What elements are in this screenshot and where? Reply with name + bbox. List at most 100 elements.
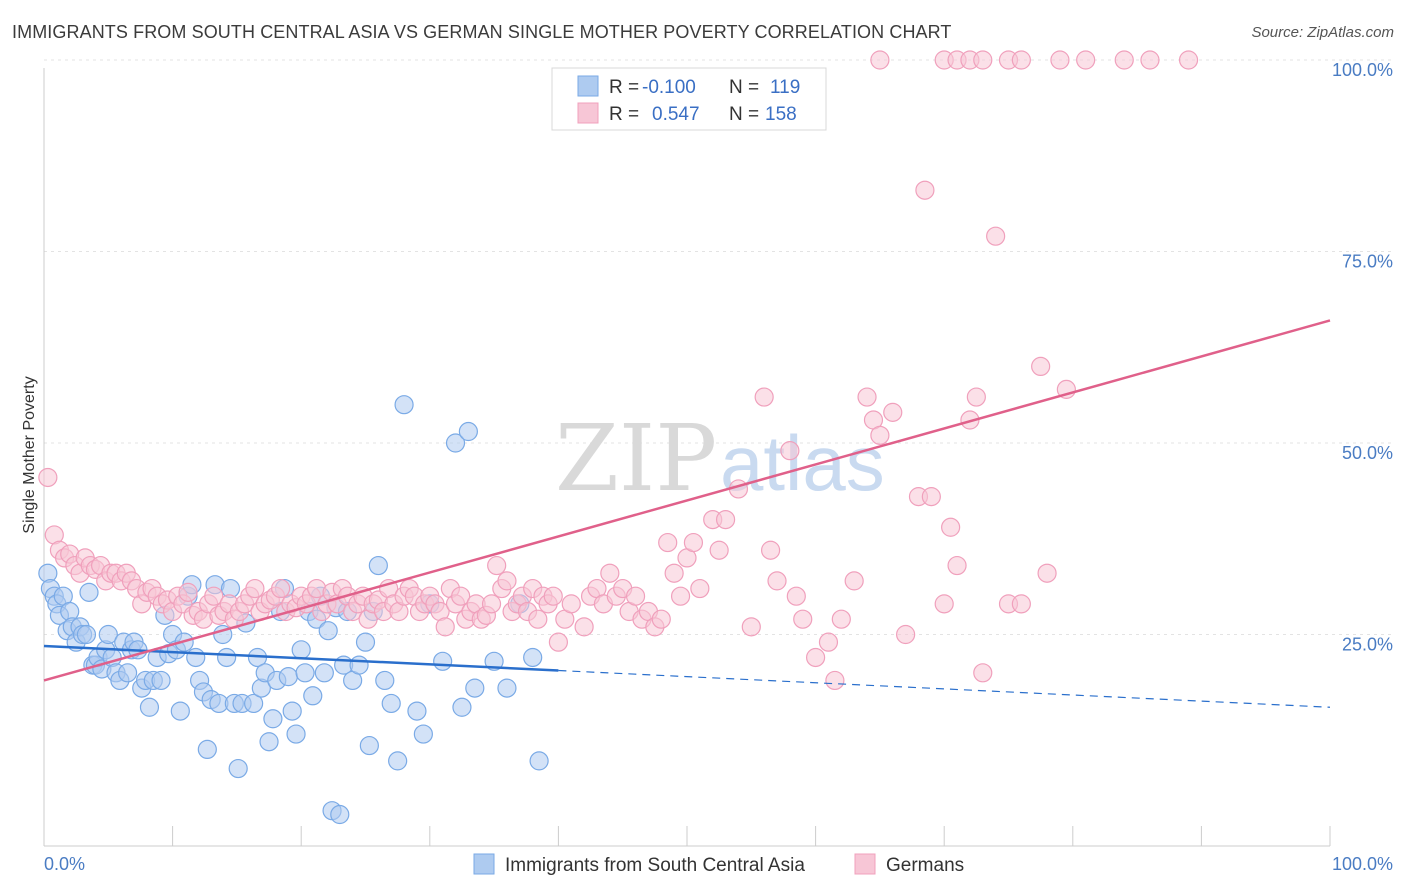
point-germans-114 [651,609,671,629]
legend-n-value-pink: 158 [765,104,797,125]
point-south-central-asia-83 [355,632,376,652]
legend-n-label-pink: N = [729,104,759,125]
point-germans-32 [204,586,224,606]
y-tick-label-1: 50.0% [1342,443,1393,463]
legend-r-value-blue: -0.100 [642,77,696,98]
point-south-central-asia-96 [452,697,472,717]
point-germans-144 [921,487,941,507]
point-germans-77 [435,617,455,637]
point-germans-154 [1031,356,1051,376]
watermark-atlas: atlas [720,419,885,507]
point-south-central-asia-89 [388,751,408,771]
trend-line-germans [43,319,1331,682]
legend-n-value-blue: 119 [770,77,800,98]
legend-swatch-blue [577,75,599,97]
point-south-central-asia-53 [228,758,248,779]
point-germans-80 [451,586,471,606]
point-germans-151 [986,226,1006,246]
point-germans-116 [664,563,684,583]
point-south-central-asia-68 [291,640,311,660]
trend-line-south-central-asia-extension [558,669,1331,708]
point-germans-126 [754,387,774,407]
point-germans-0 [38,467,58,488]
point-germans-98 [543,586,563,606]
point-germans-149 [966,387,986,407]
point-germans-87 [487,555,507,576]
point-germans-153 [1011,594,1031,614]
point-germans-163 [1011,50,1031,70]
point-south-central-asia-84 [359,735,379,756]
point-germans-136 [844,571,864,591]
point-germans-168 [1178,50,1199,70]
point-germans-122 [709,540,729,560]
point-germans-141 [896,624,916,645]
point-south-central-asia-75 [318,621,338,641]
y-tick-label-3: 100.0% [1332,60,1393,80]
point-south-central-asia-65 [278,667,298,687]
trend-lines [43,319,1331,708]
y-tick-label-0: 25.0% [1342,635,1393,655]
point-germans-135 [831,609,851,629]
point-germans-137 [857,387,877,407]
axes [43,68,1331,847]
point-south-central-asia-38 [170,701,190,721]
point-germans-102 [574,617,594,637]
legend-n-label-blue: N = [729,77,759,98]
bottom-legend-label-blue: Immigrants from South Central Asia [505,855,805,876]
legend-r-label-pink: R = [609,104,639,125]
point-germans-120 [690,578,710,599]
point-germans-150 [973,663,993,683]
point-germans-164 [1050,50,1070,70]
point-south-central-asia-88 [381,693,401,714]
trend-line-south-central-asia [43,644,559,672]
point-south-central-asia-50 [217,647,237,668]
watermark-zip: ZIP [555,405,717,512]
point-south-central-asia-61 [263,709,283,729]
point-south-central-asia-87 [375,670,395,691]
point-germans-101 [561,594,581,614]
point-germans-161 [973,50,993,70]
point-south-central-asia-100 [497,678,517,698]
point-germans-45 [271,578,291,599]
point-germans-27 [178,582,198,602]
point-germans-131 [793,609,813,629]
point-germans-127 [760,540,781,560]
point-south-central-asia-102 [523,647,543,668]
point-germans-139 [870,425,890,445]
point-south-central-asia-99 [484,651,504,671]
point-germans-155 [1037,563,1057,583]
point-south-central-asia-12 [76,624,97,645]
point-germans-99 [548,632,569,652]
point-south-central-asia-98 [465,678,485,698]
point-south-central-asia-66 [282,701,302,721]
point-south-central-asia-86 [368,555,388,576]
point-south-central-asia-45 [197,739,217,760]
point-germans-95 [528,609,548,629]
legend-r-value-pink: 0.547 [652,104,700,125]
point-south-central-asia-24 [117,663,138,683]
point-south-central-asia-103 [529,751,549,771]
point-germans-128 [767,571,787,591]
point-south-central-asia-30 [139,697,160,717]
point-germans-119 [683,532,704,553]
bottom-legend-label-pink: Germans [886,855,964,876]
point-germans-106 [600,563,620,583]
x-tick-label-min: 0.0% [44,854,85,874]
watermark: ZIP atlas [555,405,885,512]
point-germans-140 [883,402,903,422]
series-germans-points [38,50,1199,691]
point-south-central-asia-42 [186,647,206,668]
point-south-central-asia-90 [394,395,414,415]
point-germans-40 [245,578,265,599]
point-germans-165 [1076,50,1096,70]
chart-title: IMMIGRANTS FROM SOUTH CENTRAL ASIA VS GE… [12,22,952,42]
bottom-legend-swatch-blue [473,853,495,875]
legend: R = -0.100 N = 119 R = 0.547 N = 158 [551,67,827,131]
point-south-central-asia-91 [407,701,427,721]
point-south-central-asia-69 [295,663,315,683]
y-axis-label: Single Mother Poverty [21,376,38,533]
y-tick-label-2: 75.0% [1342,252,1393,272]
point-south-central-asia-13 [79,582,99,602]
point-south-central-asia-78 [330,804,350,825]
point-germans-167 [1140,50,1160,70]
